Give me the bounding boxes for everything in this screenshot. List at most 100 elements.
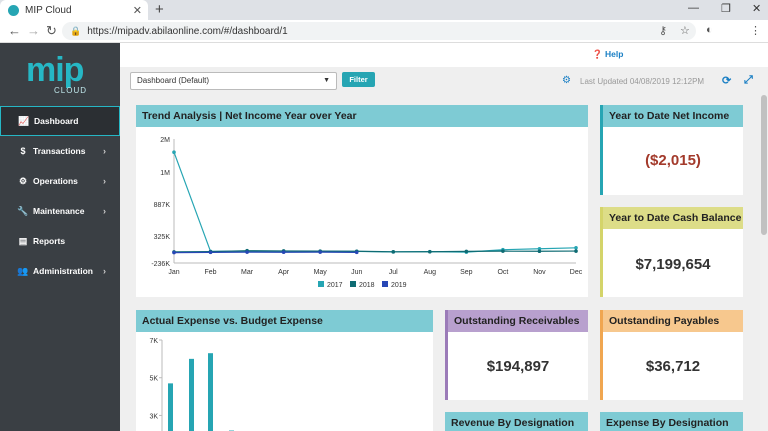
data-point-2019 (318, 250, 322, 254)
y-tick-label: 887K (154, 202, 171, 209)
y-tick-label: 325K (154, 234, 171, 241)
chevron-right-icon: › (103, 206, 106, 216)
lock-icon: 🔒 (70, 25, 82, 36)
dashboard-select-value: Dashboard (Default) (137, 76, 210, 85)
page-scrollbar[interactable] (760, 67, 768, 431)
minimize-icon[interactable]: — (688, 2, 699, 14)
gear-icon[interactable]: ⚙ (562, 75, 571, 86)
sidebar-item-administration[interactable]: 👥 Administration › (0, 256, 120, 286)
x-tick-label: Mar (241, 269, 254, 276)
sidebar-item-dashboard[interactable]: 📈 Dashboard (0, 106, 120, 136)
data-point-2018 (428, 249, 432, 254)
data-point-2017 (537, 246, 542, 251)
users-icon: 👥 (17, 265, 29, 276)
maximize-icon[interactable]: ❐ (721, 3, 731, 15)
close-window-icon[interactable]: ✕ (752, 3, 762, 15)
tab-title: MIP Cloud (25, 4, 72, 16)
browser-menu-icon[interactable]: ⋮ (750, 25, 761, 37)
y-tick-label: 1M (160, 170, 170, 177)
x-tick-label: Aug (424, 269, 437, 276)
expense-vs-budget-card: Actual Expense vs. Budget Expense 7K 5K 3K (136, 310, 433, 431)
data-point-2018 (501, 249, 505, 253)
main-content: Dashboard (Default) ▼ Filter ⚙ Last Upda… (120, 67, 768, 431)
sidebar-item-label: Dashboard (34, 116, 79, 126)
data-point-2018 (464, 249, 469, 254)
x-tick-label: Apr (278, 269, 290, 276)
expense-vs-budget-title: Actual Expense vs. Budget Expense (136, 310, 433, 332)
outstanding-payables-value: $36,712 (645, 358, 701, 375)
legend-swatch-2019 (382, 281, 388, 287)
trend-analysis-title: Trend Analysis | Net Income Year over Ye… (136, 105, 588, 127)
expense-bar (189, 358, 194, 431)
sidebar-item-reports[interactable]: ▤ Reports (0, 226, 120, 256)
outstanding-payables-card: Outstanding Payables $36,712 (600, 310, 743, 400)
cogs-icon: ⚙ (18, 175, 28, 186)
outstanding-receivables-value: $194,897 (486, 358, 550, 375)
x-tick-label: May (314, 269, 328, 276)
forward-icon[interactable]: → (27, 23, 40, 38)
expense-bar (208, 353, 213, 431)
mip-logo-sub: CLOUD (54, 86, 88, 95)
file-icon: ▤ (18, 235, 28, 246)
x-tick-label: Jan (168, 269, 179, 276)
scrollbar-thumb[interactable] (761, 95, 767, 235)
data-point-2018 (391, 250, 396, 254)
x-tick-label: Oct (497, 269, 508, 276)
series-line-2018 (173, 250, 577, 253)
sidebar-item-label: Transactions (33, 146, 86, 156)
extension-icon[interactable]: ◐ (706, 24, 713, 36)
help-link[interactable]: ❓ Help (592, 49, 623, 60)
reload-icon[interactable]: ↻ (46, 23, 57, 38)
y-tick-label: -236K (151, 261, 170, 268)
data-point-2019 (281, 250, 286, 255)
help-icon: ❓ (592, 49, 603, 59)
filter-button[interactable]: Filter (342, 72, 375, 87)
revenue-by-designation-title: Revenue By Designation (445, 412, 588, 431)
top-strip: ❓ Help (120, 43, 768, 67)
mip-logo: mip (26, 51, 84, 89)
data-point-2019 (354, 250, 359, 255)
data-point-2019 (172, 250, 176, 255)
expense-bar (168, 383, 173, 431)
dollar-icon: $ (20, 146, 26, 156)
new-tab-icon[interactable]: + (155, 1, 164, 18)
outstanding-receivables-card: Outstanding Receivables $194,897 (445, 310, 588, 400)
browser-tab-bar: MIP Cloud ✕ + — ❐ ✕ (0, 0, 768, 20)
legend-swatch-2018 (350, 281, 356, 287)
ytd-cash-balance-title: Year to Date Cash Balance (603, 207, 743, 229)
ytd-net-income-title: Year to Date Net Income (603, 105, 743, 127)
url-text: https://mipadv.abilaonline.com/#/dashboa… (87, 25, 288, 37)
series-line-2017 (173, 151, 577, 253)
chevron-down-icon: ▼ (323, 77, 330, 84)
help-label: Help (604, 49, 624, 59)
y-tick-label: 7K (149, 338, 158, 345)
chevron-right-icon: › (103, 266, 106, 276)
url-bar[interactable]: 🔒 https://mipadv.abilaonline.com/#/dashb… (62, 22, 696, 40)
back-icon[interactable]: ← (8, 23, 21, 38)
outstanding-payables-title: Outstanding Payables (603, 310, 743, 332)
dashboard-select[interactable]: Dashboard (Default) ▼ (130, 72, 337, 90)
sidebar-item-operations[interactable]: ⚙ Operations › (0, 166, 120, 196)
browser-tab[interactable]: MIP Cloud ✕ (0, 0, 148, 20)
favicon-icon (8, 4, 19, 16)
y-tick-label: 2M (160, 137, 170, 144)
chart-icon: 📈 (18, 115, 30, 126)
key-icon[interactable]: ⚷ (659, 25, 668, 37)
close-tab-icon[interactable]: ✕ (132, 4, 142, 17)
sidebar-item-label: Administration (33, 266, 93, 276)
data-point-2018 (537, 249, 542, 254)
trend-analysis-card: Trend Analysis | Net Income Year over Ye… (136, 105, 588, 297)
legend-label-2019: 2019 (391, 282, 407, 289)
sidebar-item-transactions[interactable]: $ Transactions › (0, 136, 120, 166)
sidebar: mip CLOUD 📈 Dashboard $ Transactions › ⚙… (0, 43, 120, 431)
chevron-right-icon: › (103, 146, 106, 156)
refresh-icon[interactable]: ⟳ (722, 75, 732, 87)
x-tick-label: Dec (570, 269, 583, 276)
ytd-net-income-card: Year to Date Net Income ($2,015) (600, 105, 743, 195)
address-bar-row: ← → ↻ 🔒 https://mipadv.abilaonline.com/#… (0, 20, 768, 43)
y-tick-label: 5K (149, 376, 158, 383)
expand-icon[interactable]: ⤢ (744, 74, 753, 86)
sidebar-item-maintenance[interactable]: 🔧 Maintenance › (0, 196, 120, 226)
bookmark-star-icon[interactable]: ☆ (680, 25, 690, 37)
